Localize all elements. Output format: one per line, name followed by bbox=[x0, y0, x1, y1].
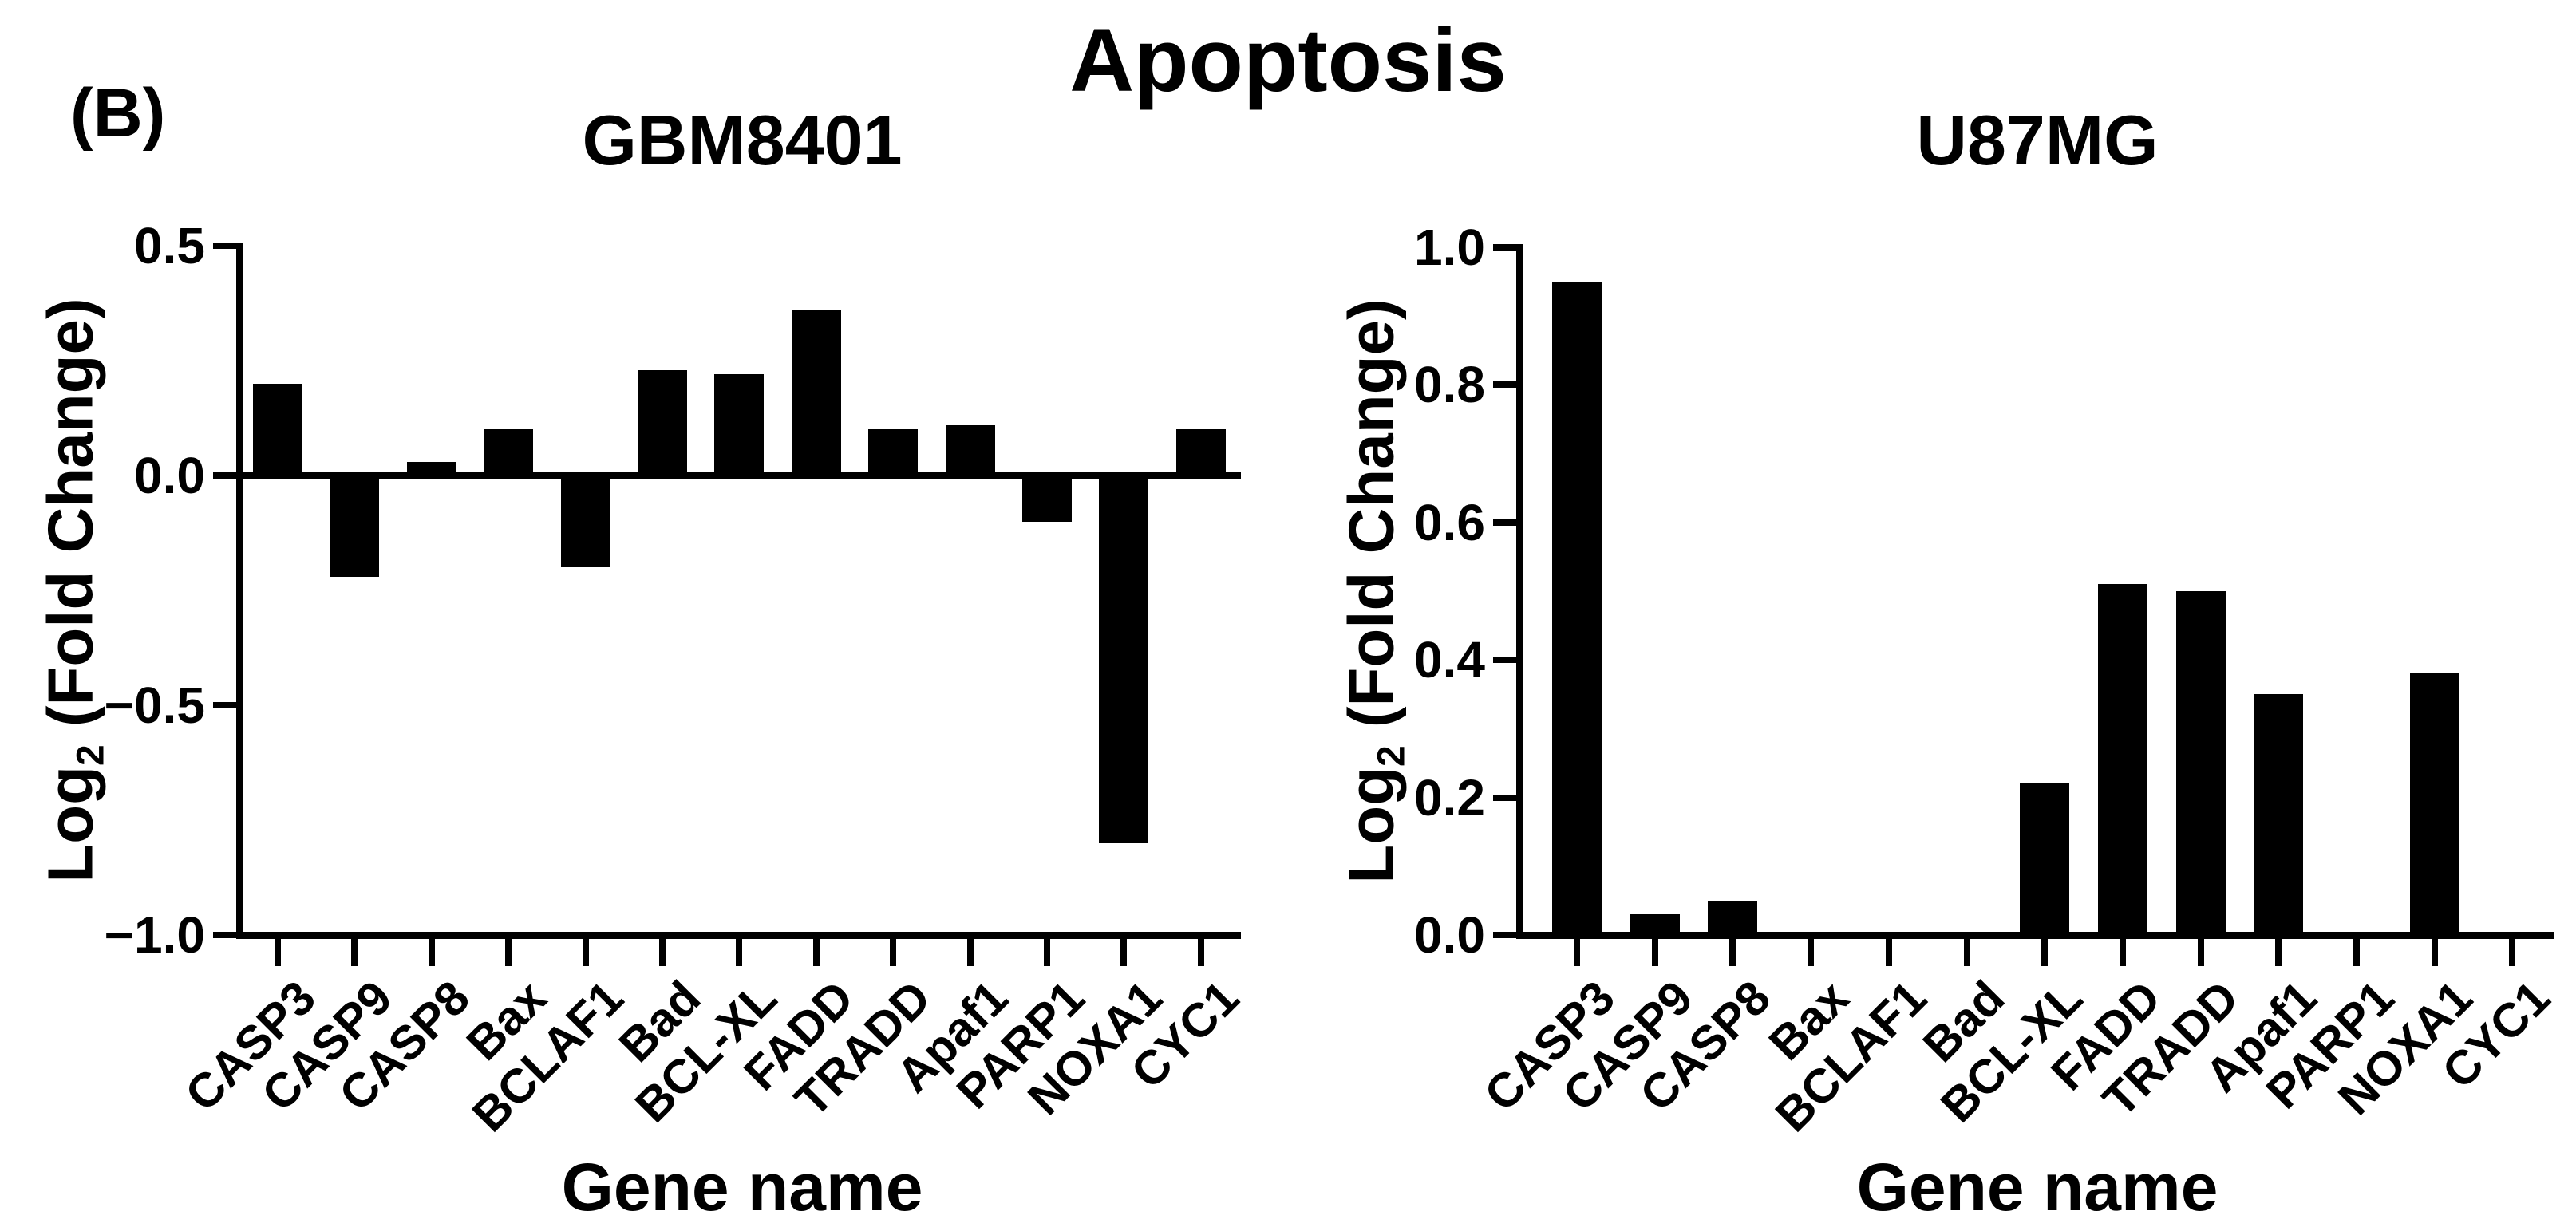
y-tick-label: 0.5 bbox=[134, 217, 205, 274]
x-tick-mark bbox=[505, 939, 512, 966]
x-tick-mark bbox=[428, 939, 435, 966]
y-axis-label-part: (Fold Change) bbox=[1335, 298, 1407, 746]
x-tick-mark bbox=[966, 939, 974, 966]
panel-title-GBM8401: GBM8401 bbox=[582, 101, 903, 180]
bar-CASP8 bbox=[406, 461, 456, 475]
y-tick-label: −1.0 bbox=[104, 906, 205, 964]
x-tick-mark bbox=[2041, 939, 2049, 966]
bar-BCL-XL bbox=[2020, 783, 2070, 935]
x-axis-line bbox=[1516, 932, 2554, 939]
y-tick-mark bbox=[213, 472, 237, 479]
figure-title: Apoptosis bbox=[1069, 10, 1507, 110]
bar-Apaf1 bbox=[945, 424, 995, 475]
x-tick-mark bbox=[2431, 939, 2438, 966]
bar-PARP1 bbox=[1022, 475, 1072, 522]
bar-CASP9 bbox=[330, 475, 380, 577]
x-tick-mark bbox=[1729, 939, 1736, 966]
y-tick-mark bbox=[213, 243, 237, 249]
x-axis-line bbox=[236, 932, 1241, 939]
bar-CASP3 bbox=[253, 383, 302, 475]
bar-CASP3 bbox=[1552, 282, 1602, 935]
bar-BCL-XL bbox=[714, 374, 765, 475]
y-tick-mark bbox=[213, 932, 237, 938]
y-axis-label-part: Log bbox=[34, 766, 106, 883]
y-tick-mark bbox=[1493, 244, 1517, 251]
x-tick-mark bbox=[659, 939, 666, 966]
bar-CASP9 bbox=[1630, 914, 1680, 935]
x-tick-mark bbox=[2509, 939, 2516, 966]
bar-CYC1 bbox=[1175, 429, 1226, 475]
y-axis-label-part: Log bbox=[1335, 767, 1407, 884]
y-axis-label: Log2 (Fold Change) bbox=[1334, 298, 1413, 883]
x-tick-mark bbox=[736, 939, 743, 966]
y-tick-mark bbox=[1493, 519, 1517, 526]
x-tick-mark bbox=[275, 939, 281, 966]
bar-NOXA1 bbox=[2409, 673, 2459, 935]
x-tick-mark bbox=[2197, 939, 2204, 966]
y-tick-label: 0.8 bbox=[1414, 356, 1485, 414]
y-axis-label-part: 2 bbox=[69, 744, 113, 767]
y-tick-label: −0.5 bbox=[104, 677, 205, 734]
y-tick-mark bbox=[213, 702, 237, 708]
y-tick-mark bbox=[1493, 657, 1517, 664]
bar-Bad bbox=[638, 369, 687, 475]
y-axis-line bbox=[1516, 244, 1523, 939]
x-tick-mark bbox=[1963, 939, 1970, 966]
bar-CASP8 bbox=[1708, 900, 1758, 935]
x-tick-mark bbox=[1808, 939, 1815, 966]
y-axis-line bbox=[236, 243, 243, 939]
zero-line bbox=[243, 472, 1241, 479]
y-tick-label: 0.4 bbox=[1414, 631, 1485, 689]
x-tick-mark bbox=[1885, 939, 1892, 966]
x-tick-mark bbox=[1574, 939, 1580, 966]
y-tick-mark bbox=[1493, 794, 1517, 801]
x-tick-mark bbox=[1120, 939, 1128, 966]
bar-NOXA1 bbox=[1099, 475, 1149, 843]
x-tick-mark bbox=[2353, 939, 2360, 966]
x-axis-label: Gene name bbox=[561, 1150, 923, 1225]
y-tick-label: 0.0 bbox=[134, 447, 205, 504]
x-tick-mark bbox=[1197, 939, 1204, 966]
x-axis-label: Gene name bbox=[1856, 1150, 2218, 1225]
y-axis-label-part: (Fold Change) bbox=[34, 298, 106, 745]
y-axis-label-part: 2 bbox=[1370, 745, 1413, 767]
x-tick-mark bbox=[1651, 939, 1658, 966]
panel-letter-label: (B) bbox=[70, 75, 166, 152]
x-tick-mark bbox=[351, 939, 358, 966]
panel-title-U87MG: U87MG bbox=[1916, 101, 2159, 180]
y-tick-mark bbox=[1493, 932, 1517, 938]
x-tick-mark bbox=[2275, 939, 2282, 966]
y-axis-label: Log2 (Fold Change) bbox=[34, 298, 113, 882]
bar-TRADD bbox=[2175, 591, 2226, 935]
y-tick-label: 0.6 bbox=[1414, 493, 1485, 551]
x-tick-mark bbox=[1044, 939, 1050, 966]
y-tick-label: 1.0 bbox=[1414, 219, 1485, 276]
x-tick-mark bbox=[890, 939, 897, 966]
bar-Apaf1 bbox=[2254, 694, 2304, 935]
bar-BCLAF1 bbox=[560, 475, 610, 568]
y-tick-mark bbox=[1493, 381, 1517, 389]
bar-TRADD bbox=[868, 429, 919, 475]
x-tick-mark bbox=[2119, 939, 2126, 966]
x-tick-mark bbox=[812, 939, 820, 966]
bar-Bax bbox=[484, 429, 534, 475]
bar-FADD bbox=[791, 310, 841, 475]
y-tick-label: 0.0 bbox=[1414, 906, 1485, 964]
x-tick-mark bbox=[582, 939, 589, 966]
bar-FADD bbox=[2097, 584, 2147, 935]
y-tick-label: 0.2 bbox=[1414, 768, 1485, 827]
